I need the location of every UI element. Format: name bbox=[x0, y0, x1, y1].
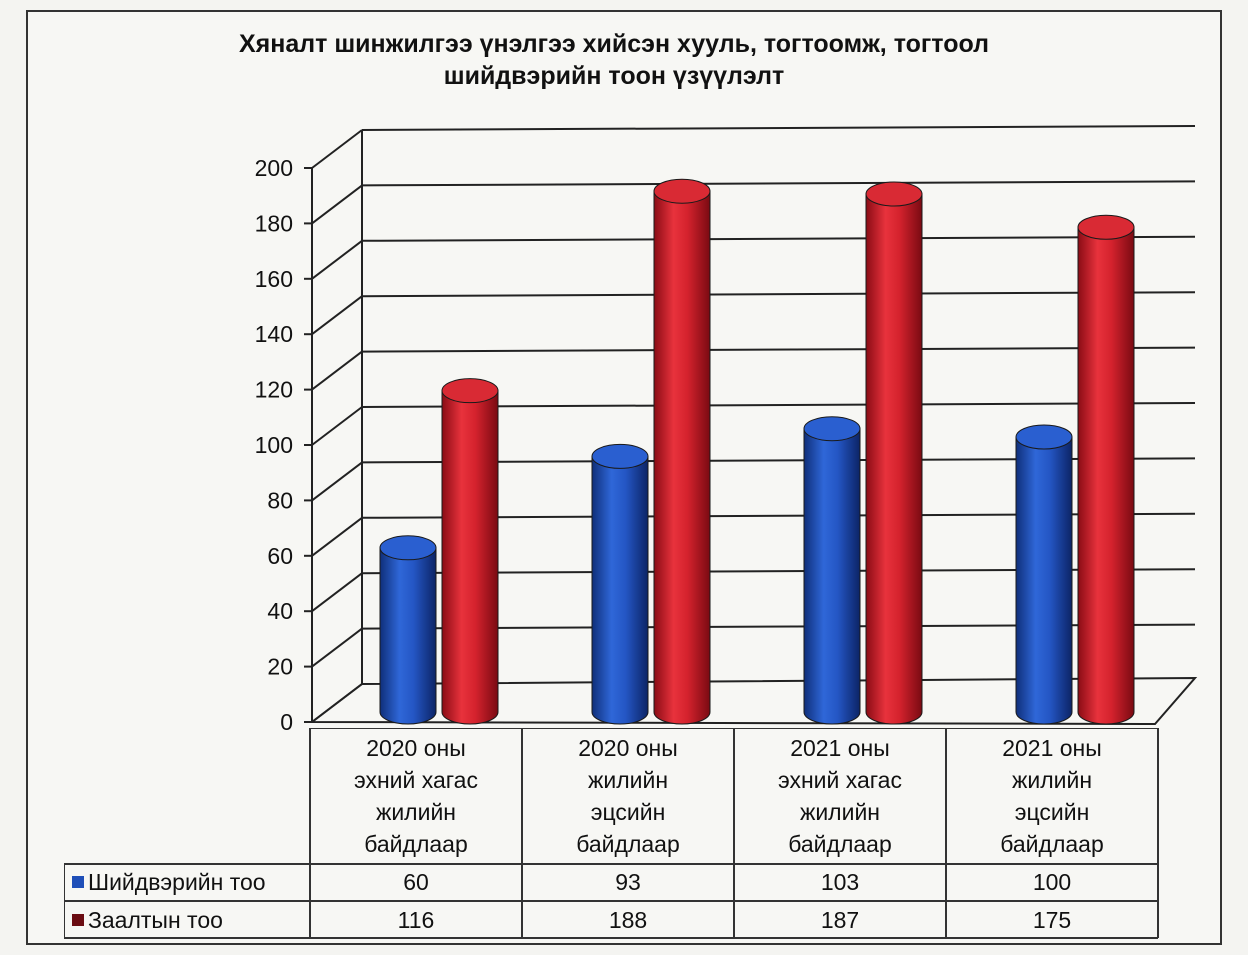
grid-line-side bbox=[311, 627, 363, 668]
bar-body bbox=[379, 547, 437, 725]
legend-label: Шийдвэрийн тоо bbox=[88, 868, 266, 895]
bar-red-cylinder bbox=[1077, 214, 1135, 725]
bar-top bbox=[865, 181, 923, 207]
y-tick-label: 140 bbox=[255, 321, 293, 347]
category-line: байдлаар bbox=[576, 831, 680, 857]
y-tick-label: 100 bbox=[255, 432, 293, 458]
bar-top bbox=[1077, 214, 1135, 240]
category-header: 2020 оны эхний хагас жилийн байдлаар bbox=[310, 728, 522, 864]
chart-title: Хяналт шинжилгээ үнэлгээ хийсэн хууль, т… bbox=[0, 28, 1248, 92]
bar-top bbox=[1015, 424, 1073, 450]
category-line: эцсийн bbox=[590, 799, 666, 825]
data-table: 2020 оны эхний хагас жилийн байдлаар 202… bbox=[64, 728, 1164, 940]
value-cell: 100 bbox=[1032, 868, 1072, 895]
value-cell: 175 bbox=[1032, 906, 1072, 933]
bar-body bbox=[653, 190, 711, 725]
grid-line-side bbox=[311, 683, 363, 723]
bar-blue-cylinder bbox=[1015, 424, 1073, 725]
category-line: байдлаар bbox=[1000, 831, 1104, 857]
grid-line-side bbox=[311, 129, 363, 169]
category-line: эцсийн bbox=[1014, 799, 1090, 825]
bar-body bbox=[803, 428, 861, 725]
legend-swatch-blue bbox=[72, 876, 84, 888]
value-cell: 188 bbox=[608, 906, 648, 933]
bar-red-cylinder bbox=[653, 178, 711, 725]
grid-line-side bbox=[311, 406, 363, 446]
legend-swatch-dark-red bbox=[72, 914, 84, 926]
grid-line bbox=[361, 402, 1196, 408]
data-table-grid bbox=[64, 728, 1159, 939]
value-cell: 103 bbox=[820, 868, 860, 895]
category-header: 2020 оны жилийн эцсийн байдлаар bbox=[522, 728, 734, 864]
category-line: 2020 оны bbox=[366, 735, 466, 761]
bar-top bbox=[591, 443, 649, 469]
category-header: 2021 оны жилийн эцсийн байдлаар bbox=[946, 728, 1158, 864]
y-tick-labels: 0 20 40 60 80 100 120 140 160 180 200 bbox=[255, 155, 293, 735]
bar-body bbox=[1015, 436, 1073, 725]
legend-entry-series-2: Заалтын тоо bbox=[72, 902, 223, 938]
grid-line-side bbox=[311, 295, 363, 335]
grid-line-side bbox=[311, 517, 363, 557]
bar-layer bbox=[379, 178, 1135, 725]
grid-line-side bbox=[311, 350, 363, 391]
legend-label: Заалтын тоо bbox=[88, 906, 223, 933]
y-tick-label: 120 bbox=[255, 377, 293, 403]
bar-red-cylinder bbox=[865, 181, 923, 725]
y-tick-label: 20 bbox=[267, 654, 293, 680]
category-line: эхний хагас bbox=[354, 767, 478, 793]
y-tick-label: 80 bbox=[267, 487, 293, 513]
bar-body bbox=[1077, 226, 1135, 725]
chart-title-line-2: шийдвэрийн тоон үзүүлэлт bbox=[443, 62, 785, 90]
grid-line bbox=[361, 125, 1196, 131]
chart-title-line-1: Хяналт шинжилгээ үнэлгээ хийсэн хууль, т… bbox=[239, 30, 989, 58]
y-tick-label: 0 bbox=[280, 709, 293, 735]
bar-top bbox=[379, 535, 437, 561]
bar-blue-cylinder bbox=[803, 416, 861, 725]
grid-line-side bbox=[311, 240, 363, 280]
value-cell: 116 bbox=[397, 906, 435, 933]
category-line: жилийн bbox=[799, 799, 881, 825]
value-cell: 93 bbox=[615, 868, 641, 895]
bar-blue-cylinder bbox=[591, 443, 649, 725]
bar-blue-cylinder bbox=[379, 535, 437, 725]
bar-body bbox=[591, 455, 649, 725]
bar-top bbox=[653, 178, 711, 204]
category-line: 2020 оны bbox=[578, 735, 678, 761]
grid-line bbox=[361, 291, 1196, 298]
y-tick-label: 60 bbox=[267, 543, 293, 569]
category-line: жилийн bbox=[375, 799, 457, 825]
category-line: жилийн bbox=[1011, 767, 1093, 793]
legend-entry-series-1: Шийдвэрийн тоо bbox=[72, 864, 266, 900]
y-tick-label: 160 bbox=[255, 266, 293, 292]
bar-body bbox=[865, 193, 923, 725]
value-cell: 187 bbox=[820, 906, 860, 933]
value-cell: 60 bbox=[403, 868, 429, 895]
y-tick-label: 200 bbox=[255, 155, 293, 181]
y-tick-label: 40 bbox=[267, 598, 293, 624]
category-line: байдлаар bbox=[364, 831, 468, 857]
y-tick-label: 180 bbox=[255, 210, 293, 236]
category-line: жилийн bbox=[587, 767, 669, 793]
category-header: 2021 оны эхний хагас жилийн байдлаар bbox=[734, 728, 946, 864]
category-line: 2021 оны bbox=[790, 735, 890, 761]
grid-line bbox=[361, 235, 1196, 242]
category-line: 2021 оны bbox=[1002, 735, 1102, 761]
grid-line-side bbox=[311, 461, 363, 502]
bar-body bbox=[441, 390, 499, 725]
grid-line-side bbox=[311, 184, 363, 225]
bar-top bbox=[441, 378, 499, 404]
bar-red-cylinder bbox=[441, 378, 499, 725]
grid-line bbox=[361, 180, 1196, 187]
bar-top bbox=[803, 416, 861, 442]
grid-line-side bbox=[311, 572, 363, 612]
category-line: эхний хагас bbox=[778, 767, 902, 793]
category-line: байдлаар bbox=[788, 831, 892, 857]
grid-line bbox=[361, 346, 1196, 353]
